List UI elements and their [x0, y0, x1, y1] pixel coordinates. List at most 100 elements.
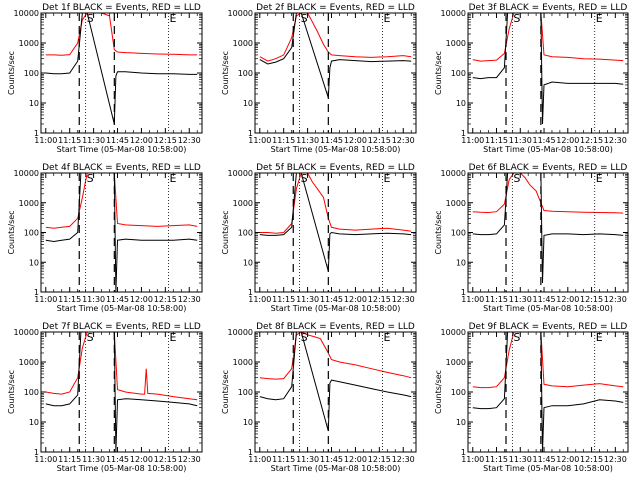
series-lld-line [472, 173, 624, 214]
y-tick-label: 1000 [19, 39, 39, 48]
marker-e-label: E [170, 172, 177, 185]
x-tick-label: 11:00 [461, 295, 484, 304]
x-tick-label: 12:15 [368, 136, 391, 145]
x-tick-label: 11:30 [509, 455, 532, 464]
x-tick-label: 11:15 [272, 295, 295, 304]
marker-e-label: E [596, 12, 603, 25]
x-tick-label: 11:30 [509, 295, 532, 304]
series-lld-line [45, 332, 198, 401]
plot-frame [467, 12, 629, 134]
y-tick-label: 100 [451, 69, 466, 78]
x-axis-label: Start Time (05-Mar-08 10:58:00) [57, 145, 187, 154]
x-tick-label: 12:15 [154, 455, 177, 464]
x-tick-label: 12:15 [580, 455, 603, 464]
y-tick-label: 10 [456, 258, 466, 267]
x-tick-label: 12:00 [130, 295, 153, 304]
series-events-line [259, 173, 412, 272]
marker-e-label: E [170, 331, 177, 344]
y-tick-label: 10000 [14, 328, 39, 337]
marker-s-label: S [513, 172, 520, 185]
x-tick-label: 11:15 [272, 136, 295, 145]
series-events-line [472, 13, 624, 125]
y-tick-label: 10 [456, 418, 466, 427]
series-lld-line [259, 173, 412, 234]
marker-s-label: S [513, 12, 520, 25]
y-tick-label: 1 [34, 448, 39, 457]
x-axis-label: Start Time (05-Mar-08 10:58:00) [483, 464, 613, 473]
x-tick-label: 12:15 [154, 295, 177, 304]
y-tick-label: 1000 [233, 199, 253, 208]
x-tick-label: 12:00 [556, 136, 579, 145]
y-tick-label: 10 [243, 418, 253, 427]
x-tick-label: 11:00 [248, 455, 271, 464]
marker-e-label: E [384, 12, 391, 25]
y-tick-label: 10 [243, 99, 253, 108]
x-tick-label: 11:00 [248, 295, 271, 304]
y-tick-label: 100 [451, 388, 466, 397]
x-tick-label: 11:15 [485, 455, 508, 464]
y-tick-label: 1 [248, 448, 253, 457]
y-tick-label: 1000 [446, 358, 466, 367]
x-tick-label: 11:45 [533, 455, 556, 464]
panel-title: Det 1f BLACK = Events, RED = LLD [42, 3, 201, 13]
y-tick-label: 100 [451, 229, 466, 238]
y-tick-label: 10000 [14, 169, 39, 178]
x-tick-label: 11:15 [485, 136, 508, 145]
panel-title: Det 4f BLACK = Events, RED = LLD [42, 163, 201, 173]
x-tick-label: 11:45 [320, 455, 343, 464]
series-lld-line [45, 173, 198, 229]
y-tick-label: 10000 [228, 9, 253, 18]
x-tick-label: 11:45 [533, 295, 556, 304]
x-axis-label: Start Time (05-Mar-08 10:58:00) [483, 304, 613, 313]
y-tick-label: 100 [238, 69, 253, 78]
y-axis-label: Counts/sec [7, 210, 16, 254]
x-tick-label: 11:00 [34, 455, 57, 464]
x-tick-label: 12:30 [392, 295, 415, 304]
y-tick-label: 1000 [446, 199, 466, 208]
x-tick-label: 12:15 [154, 136, 177, 145]
panel-title: Det 6f BLACK = Events, RED = LLD [469, 163, 628, 173]
panel-title: Det 9f BLACK = Events, RED = LLD [469, 322, 628, 332]
marker-s-label: S [513, 331, 520, 344]
x-tick-label: 11:30 [296, 455, 319, 464]
x-tick-label: 11:00 [34, 136, 57, 145]
x-tick-label: 11:30 [296, 136, 319, 145]
y-tick-label: 1000 [233, 39, 253, 48]
marker-e-label: E [596, 331, 603, 344]
marker-s-label: S [301, 172, 308, 185]
y-tick-label: 10 [456, 99, 466, 108]
y-tick-label: 10000 [441, 328, 466, 337]
y-axis-label: Counts/sec [221, 370, 230, 414]
series-events-line [259, 13, 412, 98]
y-tick-label: 10000 [228, 328, 253, 337]
x-tick-label: 11:45 [533, 136, 556, 145]
y-tick-label: 10000 [228, 169, 253, 178]
x-tick-label: 12:00 [344, 455, 367, 464]
series-lld-line [259, 332, 412, 380]
x-tick-label: 11:30 [82, 136, 105, 145]
y-axis-label: Counts/sec [434, 370, 443, 414]
x-tick-label: 11:45 [320, 136, 343, 145]
x-tick-label: 11:30 [82, 295, 105, 304]
series-events-line [259, 332, 412, 432]
x-tick-label: 12:00 [344, 136, 367, 145]
y-tick-label: 100 [238, 229, 253, 238]
y-tick-label: 1 [34, 129, 39, 138]
y-tick-label: 100 [24, 229, 39, 238]
x-tick-label: 11:30 [82, 455, 105, 464]
y-tick-label: 1 [248, 129, 253, 138]
y-axis-label: Counts/sec [7, 51, 16, 95]
y-tick-label: 1 [461, 448, 466, 457]
y-tick-label: 10 [29, 418, 39, 427]
x-axis-label: Start Time (05-Mar-08 10:58:00) [271, 464, 401, 473]
marker-e-label: E [170, 12, 177, 25]
series-events-line [472, 332, 624, 452]
y-tick-label: 1 [248, 288, 253, 297]
panel-title: Det 3f BLACK = Events, RED = LLD [469, 3, 628, 13]
y-tick-label: 1000 [446, 39, 466, 48]
x-tick-label: 12:30 [392, 136, 415, 145]
x-tick-label: 12:00 [556, 455, 579, 464]
